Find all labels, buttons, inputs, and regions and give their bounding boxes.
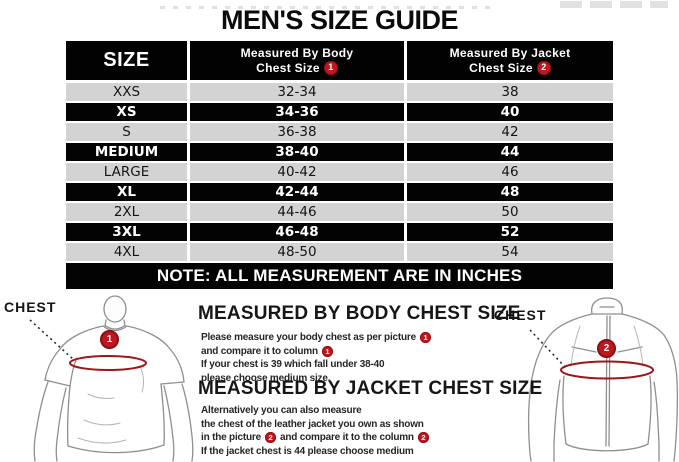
table-row: XL 42-44 48: [66, 183, 613, 201]
tshirt-figure: [29, 295, 194, 462]
top-crop-artifact: [160, 6, 490, 9]
table-body: XXS 32-34 38 XS 34-36 40 S 36-38 42 MEDI…: [66, 83, 613, 261]
size-table: SIZE Measured By Body Chest Size 1 Measu…: [66, 41, 613, 289]
badge-2-icon: 2: [264, 432, 276, 444]
badge-1-icon: 1: [420, 332, 431, 344]
table-row: 3XL 46-48 52: [66, 223, 613, 241]
badge-2-icon: 2: [417, 432, 429, 444]
table-row: XS 34-36 40: [66, 103, 613, 121]
header-jacket-chest: Measured By Jacket Chest Size 2: [407, 41, 613, 80]
badge-1-icon: 1: [323, 61, 338, 75]
badge-1-icon: 1: [321, 345, 333, 357]
table-row: 4XL 48-50 54: [66, 243, 613, 261]
table-header-row: SIZE Measured By Body Chest Size 1 Measu…: [66, 41, 613, 80]
figure-badge-1: 1: [100, 330, 119, 349]
table-row: XXS 32-34 38: [66, 83, 613, 101]
instructions-body-chest: Please measure your body chest as per pi…: [201, 331, 431, 385]
instructions-jacket-chest: Alternatively you can also measure the c…: [201, 404, 429, 458]
badge-2-icon: 2: [536, 61, 551, 75]
heading-body-chest: MEASURED BY BODY CHEST SIZE: [198, 303, 521, 324]
table-row: 2XL 44-46 50: [66, 203, 613, 221]
table-row: LARGE 40-42 46: [66, 163, 613, 181]
top-crop-artifact: [560, 1, 668, 8]
header-size: SIZE: [66, 41, 187, 80]
note-bar: NOTE: ALL MEASUREMENT ARE IN INCHES: [66, 263, 613, 289]
chest-label-body: CHEST: [4, 299, 57, 315]
page-title: MEN'S SIZE GUIDE: [221, 5, 458, 35]
header-body-chest: Measured By Body Chest Size 1: [190, 41, 404, 80]
table-row: MEDIUM 38-40 44: [66, 143, 613, 161]
table-row: S 36-38 42: [66, 123, 613, 141]
chest-label-jacket: CHEST: [494, 307, 547, 323]
jacket-figure: [527, 297, 679, 462]
heading-jacket-chest: MEASURED BY JACKET CHEST SIZE: [198, 378, 543, 399]
figure-badge-2: 2: [597, 339, 616, 358]
